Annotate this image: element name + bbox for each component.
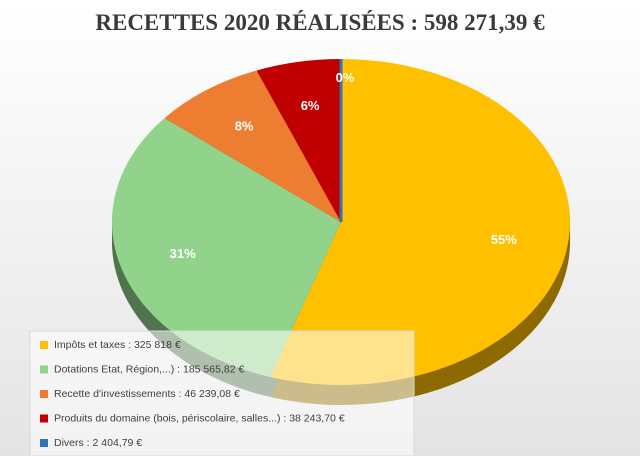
legend-box — [29, 330, 415, 456]
legend-swatch — [40, 439, 48, 447]
slice — [256, 59, 341, 222]
legend-label: Produits du domaine (bois, périscolaire,… — [54, 412, 345, 424]
legend-swatch — [40, 414, 48, 423]
slice — [111, 118, 341, 378]
slice — [164, 70, 341, 222]
legend-label: Impôts et taxes : 325 818 € — [54, 339, 181, 351]
data-labels: 55% 31% 8% 6% 0% — [170, 70, 518, 261]
pie — [111, 59, 571, 406]
data-label: 6% — [301, 98, 320, 113]
slice — [270, 59, 570, 385]
legend-label: Recette d'investissements : 46 239,08 € — [54, 388, 240, 400]
data-label: 55% — [491, 232, 517, 247]
legend: Impôts et taxes : 325 818 € Dotations Eta… — [40, 339, 345, 449]
legend-swatch — [40, 341, 48, 349]
chart-title: RECETTES 2020 RÉALISÉES : 598 271,39 € — [95, 10, 545, 35]
data-label: 0% — [336, 70, 355, 85]
legend-swatch — [40, 365, 48, 374]
data-label: 31% — [170, 246, 196, 261]
legend-label: Dotations Etat, Région,...) : 185 565,82… — [54, 363, 244, 375]
data-label: 8% — [235, 118, 254, 133]
legend-swatch — [40, 390, 48, 398]
legend-label: Divers : 2 404,79 € — [54, 437, 142, 449]
